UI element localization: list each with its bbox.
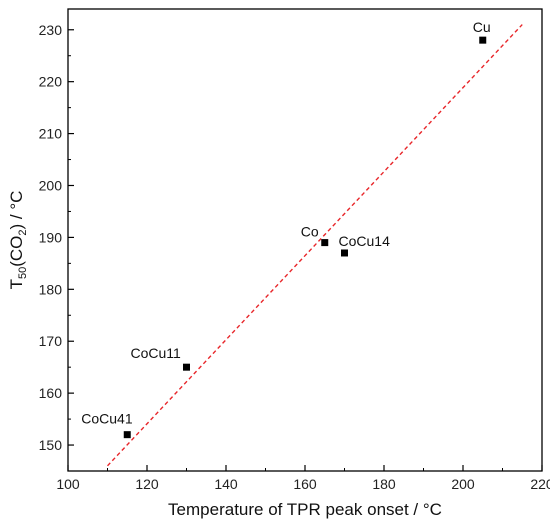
- x-tick-label: 120: [135, 476, 159, 492]
- y-tick-label: 230: [39, 22, 63, 38]
- y-axis-title: T50(CO2) / °C: [7, 191, 29, 290]
- tick-labels: 100 120 140 160 180 200 220 150 160 170 180 190 200 2…: [39, 22, 550, 492]
- point-labels: CoCu41 CoCu11 Co CoCu14 Cu: [81, 19, 490, 427]
- point-label: CoCu41: [81, 411, 133, 427]
- x-tick-label: 220: [530, 476, 550, 492]
- y-tick-label: 160: [39, 385, 63, 401]
- y-tick-label: 190: [39, 229, 63, 245]
- data-point: [341, 249, 348, 257]
- y-tick-label: 200: [39, 177, 63, 193]
- data-point: [183, 363, 190, 371]
- y-tick-label: 210: [39, 126, 63, 142]
- point-label: CoCu11: [131, 345, 182, 361]
- fit-line: [106, 24, 523, 467]
- data-point: [123, 431, 131, 439]
- x-tick-label: 140: [214, 476, 238, 492]
- data-point: [321, 239, 329, 247]
- x-tick-label: 100: [56, 476, 80, 492]
- y-tick-label: 150: [39, 437, 63, 453]
- data-point: [479, 36, 487, 44]
- point-label: CoCu14: [339, 233, 391, 249]
- y-tick-label: 180: [39, 281, 63, 297]
- y-tick-label: 170: [39, 333, 63, 349]
- x-tick-label: 200: [451, 476, 475, 492]
- x-tick-label: 180: [372, 476, 396, 492]
- point-label: Co: [301, 224, 319, 240]
- x-tick-label: 160: [293, 476, 317, 492]
- x-axis-title: Temperature of TPR peak onset / °C: [168, 500, 442, 519]
- axis-ticks: [67, 29, 543, 471]
- y-tick-label: 220: [39, 74, 63, 90]
- plot-frame: [67, 8, 543, 472]
- point-label: Cu: [473, 19, 491, 35]
- data-points: [123, 36, 487, 439]
